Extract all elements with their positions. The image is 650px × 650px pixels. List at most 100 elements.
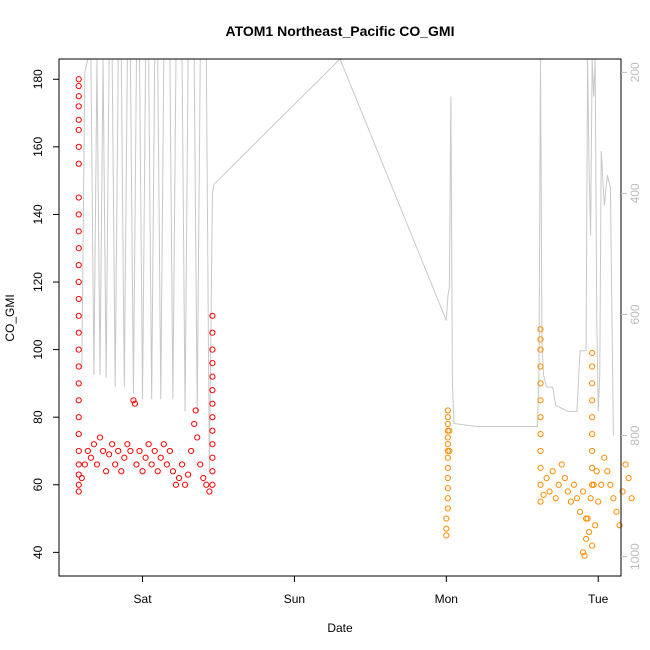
data-point: [185, 471, 192, 478]
data-point: [136, 447, 143, 455]
x-tick-label: Sun: [284, 592, 305, 606]
data-point: [589, 349, 596, 357]
data-point: [191, 420, 198, 428]
data-point: [625, 474, 632, 482]
data-point: [444, 420, 451, 428]
data-point: [589, 464, 596, 471]
data-points-layer: [75, 76, 635, 559]
data-point: [75, 447, 82, 455]
data-point: [555, 481, 562, 488]
data-point: [598, 481, 605, 488]
x-tick-label: Tue: [588, 592, 609, 606]
data-point: [75, 103, 82, 110]
x-tick-label: Mon: [435, 592, 458, 606]
data-point: [166, 447, 173, 455]
data-point: [209, 329, 216, 336]
y-tick-label-left: 100: [31, 339, 45, 359]
data-point: [209, 346, 216, 353]
data-point: [75, 481, 82, 488]
data-point: [142, 454, 149, 461]
plot-frame: [58, 58, 622, 577]
data-point: [444, 464, 451, 471]
series-1-points: [75, 76, 216, 495]
y-tick-label-right: 600: [628, 304, 642, 324]
data-point: [581, 552, 588, 559]
data-point: [616, 522, 623, 529]
x-axis-label: Date: [327, 621, 353, 635]
data-point: [209, 441, 216, 448]
data-point: [537, 414, 544, 421]
data-point: [589, 447, 596, 455]
data-point: [537, 430, 544, 438]
data-point: [157, 454, 164, 461]
data-point: [96, 434, 104, 441]
data-point: [444, 495, 451, 502]
data-point: [75, 93, 82, 100]
data-point: [209, 360, 216, 367]
x-tick-label: Sat: [134, 592, 153, 606]
data-point: [139, 468, 146, 475]
data-point: [181, 481, 189, 488]
series-2-points: [443, 326, 635, 559]
data-point: [582, 535, 590, 542]
y-tick-label-left: 60: [31, 478, 45, 492]
data-point: [443, 515, 450, 522]
data-point: [589, 397, 596, 404]
data-point: [589, 542, 596, 549]
data-point: [619, 488, 626, 495]
y-tick-label-right: 800: [628, 425, 642, 445]
data-point: [106, 451, 113, 458]
data-point: [558, 461, 565, 468]
data-point: [444, 414, 451, 421]
data-point: [75, 160, 82, 167]
data-point: [102, 468, 110, 475]
data-point: [576, 508, 584, 515]
data-point: [543, 474, 550, 482]
data-point: [446, 447, 453, 455]
data-point: [444, 407, 451, 414]
data-point: [75, 471, 82, 478]
y-tick-label-left: 120: [31, 272, 45, 292]
y-tick-label-right: 1000: [628, 543, 642, 570]
data-point: [75, 262, 82, 269]
y-axis-right: 200 400 600 800 1000: [621, 62, 642, 570]
data-point: [209, 400, 216, 407]
data-point: [169, 468, 177, 475]
data-point: [172, 481, 180, 488]
data-point: [444, 441, 451, 448]
data-point: [194, 434, 201, 441]
data-point: [586, 528, 593, 536]
chart-title: ATOM1 Northeast_Pacific CO_GMI: [226, 23, 455, 39]
data-point: [209, 481, 216, 488]
data-point: [579, 549, 587, 556]
data-point: [540, 491, 547, 499]
data-point: [607, 481, 614, 488]
data-point: [444, 505, 451, 512]
data-point: [75, 461, 82, 468]
y-axis-label: CO_GMI: [3, 294, 17, 341]
data-point: [443, 532, 450, 539]
data-point: [178, 461, 186, 468]
pressure-series-line: [81, 58, 614, 472]
data-point: [561, 474, 568, 482]
data-point: [209, 427, 216, 434]
data-point: [75, 397, 82, 404]
data-point: [148, 461, 155, 468]
data-point: [81, 461, 88, 468]
data-point: [115, 447, 122, 455]
data-point: [209, 468, 216, 475]
data-point: [121, 454, 128, 461]
data-point: [75, 245, 82, 252]
data-point: [589, 380, 596, 387]
data-point: [75, 380, 82, 387]
data-point: [443, 525, 450, 532]
data-point: [209, 312, 216, 319]
data-point: [75, 194, 82, 201]
data-point: [446, 427, 453, 434]
data-point: [209, 373, 216, 380]
data-point: [444, 434, 451, 441]
data-point: [112, 461, 119, 468]
data-point: [444, 454, 451, 461]
data-point: [84, 447, 91, 455]
